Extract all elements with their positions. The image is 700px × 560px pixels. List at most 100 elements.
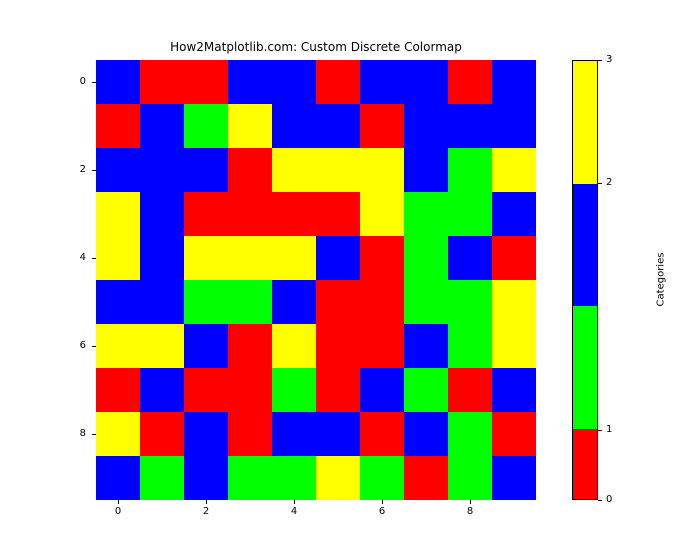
heatmap-cell	[316, 148, 360, 192]
heatmap-cell	[140, 60, 184, 104]
heatmap-cell	[404, 280, 448, 324]
heatmap-cell	[140, 456, 184, 500]
heatmap-cell	[184, 456, 228, 500]
heatmap-cell	[96, 280, 140, 324]
heatmap-cell	[228, 148, 272, 192]
heatmap-cell	[228, 368, 272, 412]
heatmap-cell	[316, 236, 360, 280]
heatmap-cell	[140, 412, 184, 456]
heatmap-cell	[228, 412, 272, 456]
heatmap-cell	[492, 324, 536, 368]
heatmap-cell	[448, 104, 492, 148]
heatmap-cell	[492, 412, 536, 456]
x-tick-label: 0	[108, 506, 128, 517]
heatmap-cell	[448, 236, 492, 280]
colorbar-tick-mark	[598, 60, 602, 61]
colorbar-tick-label: 3	[606, 54, 612, 65]
heatmap-cell	[360, 148, 404, 192]
heatmap-cell	[448, 324, 492, 368]
heatmap-cell	[404, 368, 448, 412]
heatmap-cell	[360, 324, 404, 368]
heatmap-cell	[448, 368, 492, 412]
heatmap-cell	[96, 192, 140, 236]
colorbar-label: Categories	[655, 253, 666, 307]
heatmap-cell	[140, 324, 184, 368]
heatmap-cell	[316, 412, 360, 456]
heatmap-cell	[272, 148, 316, 192]
heatmap-cell	[184, 368, 228, 412]
heatmap-cell	[492, 368, 536, 412]
heatmap-cell	[316, 280, 360, 324]
heatmap-cell	[316, 456, 360, 500]
heatmap-cell	[316, 368, 360, 412]
heatmap-cell	[404, 192, 448, 236]
heatmap-cell	[96, 324, 140, 368]
colorbar-segment	[573, 429, 597, 499]
x-tick-label: 2	[196, 506, 216, 517]
colorbar-segment	[573, 306, 597, 429]
y-tick-label: 4	[66, 252, 86, 263]
heatmap-cell	[272, 280, 316, 324]
colorbar-segment	[573, 61, 597, 184]
y-tick-mark	[92, 434, 96, 435]
heatmap-cell	[360, 236, 404, 280]
heatmap-cell	[404, 412, 448, 456]
heatmap-cell	[272, 412, 316, 456]
colorbar-segment	[573, 184, 597, 307]
heatmap-cell	[96, 236, 140, 280]
heatmap-cell	[448, 280, 492, 324]
heatmap-cell	[272, 236, 316, 280]
heatmap-cell	[404, 104, 448, 148]
x-tick-label: 8	[460, 506, 480, 517]
y-tick-label: 6	[66, 340, 86, 351]
colorbar	[572, 60, 598, 500]
heatmap-cell	[140, 236, 184, 280]
heatmap-cell	[448, 456, 492, 500]
heatmap-cell	[140, 280, 184, 324]
heatmap-cell	[492, 280, 536, 324]
heatmap-cell	[404, 456, 448, 500]
heatmap-cell	[404, 236, 448, 280]
heatmap-cell	[140, 192, 184, 236]
chart-title: How2Matplotlib.com: Custom Discrete Colo…	[96, 40, 536, 54]
heatmap-cell	[96, 412, 140, 456]
x-tick-label: 6	[372, 506, 392, 517]
heatmap-cell	[404, 60, 448, 104]
heatmap-cell	[404, 324, 448, 368]
heatmap-cell	[184, 192, 228, 236]
y-tick-mark	[92, 346, 96, 347]
colorbar-tick-label: 1	[606, 424, 612, 435]
x-tick-label: 4	[284, 506, 304, 517]
colorbar-tick-label: 2	[606, 177, 612, 188]
x-tick-mark	[294, 500, 295, 504]
heatmap-cell	[228, 236, 272, 280]
heatmap-cell	[360, 60, 404, 104]
heatmap-cell	[184, 60, 228, 104]
heatmap-cell	[360, 192, 404, 236]
colorbar-tick-label: 0	[606, 494, 612, 505]
heatmap-cell	[360, 104, 404, 148]
heatmap-cell	[448, 192, 492, 236]
heatmap-cell	[492, 456, 536, 500]
heatmap-cell	[492, 192, 536, 236]
heatmap-cell	[184, 104, 228, 148]
heatmap-cell	[228, 456, 272, 500]
heatmap-cell	[96, 456, 140, 500]
colorbar-tick-mark	[598, 430, 602, 431]
heatmap-cell	[184, 412, 228, 456]
heatmap-cell	[272, 60, 316, 104]
heatmap-cell	[492, 104, 536, 148]
heatmap-cell	[492, 148, 536, 192]
heatmap-cell	[448, 412, 492, 456]
x-tick-mark	[118, 500, 119, 504]
heatmap-cell	[272, 368, 316, 412]
heatmap-cell	[228, 192, 272, 236]
heatmap-cell	[316, 192, 360, 236]
heatmap-cell	[404, 148, 448, 192]
x-tick-mark	[382, 500, 383, 504]
x-tick-mark	[470, 500, 471, 504]
heatmap-cell	[272, 104, 316, 148]
heatmap-cell	[184, 148, 228, 192]
heatmap-cell	[316, 104, 360, 148]
y-tick-label: 8	[66, 428, 86, 439]
